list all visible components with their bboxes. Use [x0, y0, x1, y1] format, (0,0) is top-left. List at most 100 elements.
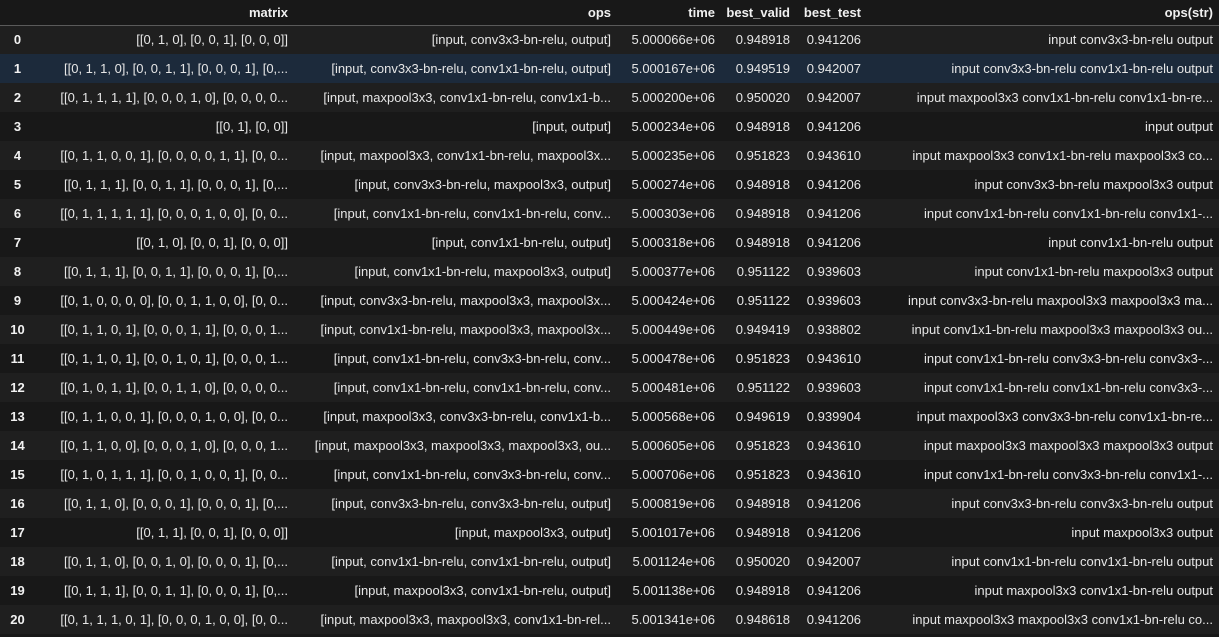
cell-matrix: [[0, 1, 1, 1], [0, 0, 1, 1], [0, 0, 0, 1…: [63, 177, 288, 192]
column-header-best-valid: best_valid: [721, 0, 796, 26]
cell-ops-str: input conv1x1-bn-relu output: [1048, 235, 1213, 250]
table-row[interactable]: 7 [[0, 1, 0], [0, 0, 1], [0, 0, 0]] [input…: [0, 228, 1219, 257]
row-index: 15: [10, 467, 25, 482]
cell-ops: [input, conv3x3-bn-relu, maxpool3x3, out…: [354, 177, 611, 192]
table-row[interactable]: 2 [[0, 1, 1, 1, 1], [0, 0, 0, 1, 0], [0, …: [0, 83, 1219, 112]
cell-best-valid: 0.948918: [735, 32, 790, 48]
cell-time: 5.000568e+06: [631, 409, 715, 424]
cell-best-valid: 0.951823: [735, 351, 790, 366]
cell-ops-str: input conv3x3-bn-relu conv1x1-bn-relu ou…: [951, 61, 1213, 76]
cell-best-test: 0.941206: [806, 206, 861, 221]
cell-time: 5.000706e+06: [631, 467, 715, 482]
cell-matrix: [[0, 1, 1, 0, 1], [0, 0, 1, 0, 1], [0, 0…: [60, 351, 288, 366]
cell-time: 5.000424e+06: [631, 293, 715, 308]
cell-best-valid: 0.948918: [735, 177, 790, 192]
table-row[interactable]: 9 [[0, 1, 0, 0, 0, 0], [0, 0, 1, 1, 0, 0]…: [0, 286, 1219, 315]
row-index: 11: [10, 351, 25, 366]
cell-best-test: 0.941206: [806, 119, 861, 134]
cell-ops: [input, conv3x3-bn-relu, conv1x1-bn-relu…: [331, 61, 611, 76]
row-index: 4: [13, 148, 22, 163]
table-row[interactable]: 11 [[0, 1, 1, 0, 1], [0, 0, 1, 0, 1], [0,…: [0, 344, 1219, 373]
row-index: 1: [13, 61, 22, 76]
table-row[interactable]: 19 [[0, 1, 1, 1], [0, 0, 1, 1], [0, 0, 0,…: [0, 576, 1219, 605]
cell-best-test: 0.942007: [806, 554, 861, 569]
cell-best-test: 0.943610: [806, 438, 861, 453]
table-row[interactable]: 15 [[0, 1, 0, 1, 1, 1], [0, 0, 1, 0, 0, 1…: [0, 460, 1219, 489]
cell-ops: [input, conv1x1-bn-relu, conv3x3-bn-relu…: [333, 467, 611, 482]
cell-ops-str: input conv3x3-bn-relu maxpool3x3 output: [974, 177, 1213, 192]
table-row[interactable]: 18 [[0, 1, 1, 0], [0, 0, 1, 0], [0, 0, 0,…: [0, 547, 1219, 576]
cell-best-valid: 0.949419: [735, 322, 790, 337]
cell-time: 5.000303e+06: [631, 206, 715, 221]
cell-best-test: 0.941206: [806, 496, 861, 511]
table-row[interactable]: 20 [[0, 1, 1, 1, 0, 1], [0, 0, 0, 1, 0, 0…: [0, 605, 1219, 634]
table-row[interactable]: 12 [[0, 1, 0, 1, 1], [0, 0, 1, 1, 0], [0,…: [0, 373, 1219, 402]
table-row[interactable]: 1 [[0, 1, 1, 0], [0, 0, 1, 1], [0, 0, 0, …: [0, 54, 1219, 83]
table-row[interactable]: 3 [[0, 1], [0, 0]] [input, output] 5.000234…: [0, 112, 1219, 141]
cell-matrix: [[0, 1, 0, 1, 1], [0, 0, 1, 1, 0], [0, 0…: [60, 380, 288, 395]
cell-ops: [input, output]: [532, 119, 611, 134]
cell-ops: [input, maxpool3x3, maxpool3x3, conv1x1-…: [320, 612, 612, 627]
cell-time: 5.000605e+06: [631, 438, 715, 453]
table-row[interactable]: 13 [[0, 1, 1, 0, 0, 1], [0, 0, 0, 1, 0, 0…: [0, 402, 1219, 431]
cell-ops: [input, maxpool3x3, output]: [454, 525, 611, 540]
cell-best-valid: 0.951122: [736, 293, 790, 308]
cell-best-valid: 0.948918: [735, 235, 790, 250]
table-row[interactable]: 8 [[0, 1, 1, 1], [0, 0, 1, 1], [0, 0, 0, …: [0, 257, 1219, 286]
cell-best-valid: 0.948618: [735, 612, 790, 627]
cell-ops: [input, conv1x1-bn-relu, conv1x1-bn-relu…: [333, 206, 611, 221]
cell-ops-str: input conv1x1-bn-relu conv3x3-bn-relu co…: [923, 467, 1213, 482]
cell-ops-str: input conv1x1-bn-relu conv1x1-bn-relu ou…: [951, 554, 1213, 569]
cell-best-test: 0.941206: [806, 235, 861, 250]
row-index: 16: [10, 496, 25, 511]
cell-matrix: [[0, 1, 0, 0, 0, 0], [0, 0, 1, 1, 0, 0],…: [60, 293, 288, 308]
cell-ops-str: input conv1x1-bn-relu maxpool3x3 output: [974, 264, 1213, 279]
column-header-best-test: best_test: [796, 0, 867, 26]
cell-best-valid: 0.951122: [736, 264, 790, 279]
table-row[interactable]: 6 [[0, 1, 1, 1, 1, 1], [0, 0, 0, 1, 0, 0]…: [0, 199, 1219, 228]
table-row[interactable]: 10 [[0, 1, 1, 0, 1], [0, 0, 0, 1, 1], [0,…: [0, 315, 1219, 344]
cell-time: 5.000478e+06: [631, 351, 715, 366]
row-index: 2: [13, 90, 22, 105]
cell-ops-str: input maxpool3x3 conv1x1-bn-relu maxpool…: [912, 148, 1213, 163]
cell-ops: [input, maxpool3x3, conv1x1-bn-relu, con…: [323, 90, 611, 105]
cell-ops-str: input output: [1145, 119, 1213, 134]
cell-ops-str: input conv1x1-bn-relu maxpool3x3 maxpool…: [911, 322, 1213, 337]
cell-ops: [input, conv1x1-bn-relu, maxpool3x3, max…: [320, 322, 612, 337]
table-row[interactable]: 5 [[0, 1, 1, 1], [0, 0, 1, 1], [0, 0, 0, …: [0, 170, 1219, 199]
cell-time: 5.000167e+06: [631, 61, 715, 76]
row-index: 6: [13, 206, 22, 221]
cell-ops-str: input conv3x3-bn-relu maxpool3x3 maxpool…: [908, 293, 1213, 308]
cell-time: 5.000481e+06: [631, 380, 715, 395]
column-header-ops-str: ops(str): [867, 0, 1219, 26]
table-row[interactable]: 4 [[0, 1, 1, 0, 0, 1], [0, 0, 0, 0, 1, 1]…: [0, 141, 1219, 170]
cell-matrix: [[0, 1], [0, 0]]: [215, 119, 288, 134]
cell-matrix: [[0, 1, 0], [0, 0, 1], [0, 0, 0]]: [136, 32, 288, 48]
cell-time: 5.000819e+06: [631, 496, 715, 511]
cell-ops-str: input conv3x3-bn-relu conv3x3-bn-relu ou…: [951, 496, 1213, 511]
column-header-index: [0, 0, 37, 26]
cell-time: 5.000235e+06: [631, 148, 715, 163]
cell-best-valid: 0.951823: [735, 148, 790, 163]
table-row[interactable]: 16 [[0, 1, 1, 0], [0, 0, 0, 1], [0, 0, 0,…: [0, 489, 1219, 518]
column-header-time: time: [617, 0, 721, 26]
cell-matrix: [[0, 1, 1, 0], [0, 0, 1, 0], [0, 0, 0, 1…: [63, 554, 288, 569]
cell-best-test: 0.939603: [806, 293, 861, 308]
cell-time: 5.001138e+06: [632, 583, 715, 598]
column-header-ops: ops: [294, 0, 617, 26]
table-row[interactable]: 17 [[0, 1, 1], [0, 0, 1], [0, 0, 0]] [inpu…: [0, 518, 1219, 547]
cell-matrix: [[0, 1, 1, 0, 1], [0, 0, 0, 1, 1], [0, 0…: [60, 322, 288, 337]
table-row[interactable]: 0 [[0, 1, 0], [0, 0, 1], [0, 0, 0]] [input…: [0, 25, 1219, 54]
table-row[interactable]: 14 [[0, 1, 1, 0, 0], [0, 0, 0, 1, 0], [0,…: [0, 431, 1219, 460]
cell-matrix: [[0, 1, 0], [0, 0, 1], [0, 0, 0]]: [136, 235, 288, 250]
row-index: 14: [10, 438, 25, 453]
cell-best-valid: 0.949519: [735, 61, 790, 76]
cell-ops-str: input maxpool3x3 maxpool3x3 conv1x1-bn-r…: [912, 612, 1213, 627]
cell-ops: [input, conv3x3-bn-relu, maxpool3x3, max…: [320, 293, 612, 308]
cell-ops: [input, maxpool3x3, conv1x1-bn-relu, out…: [354, 583, 611, 598]
header-row: matrix ops time best_valid best_test ops…: [0, 0, 1219, 26]
cell-ops: [input, conv3x3-bn-relu, conv3x3-bn-relu…: [331, 496, 611, 511]
cell-best-test: 0.942007: [806, 90, 861, 105]
cell-ops-str: input conv1x1-bn-relu conv1x1-bn-relu co…: [923, 206, 1213, 221]
cell-best-test: 0.943610: [806, 467, 861, 482]
